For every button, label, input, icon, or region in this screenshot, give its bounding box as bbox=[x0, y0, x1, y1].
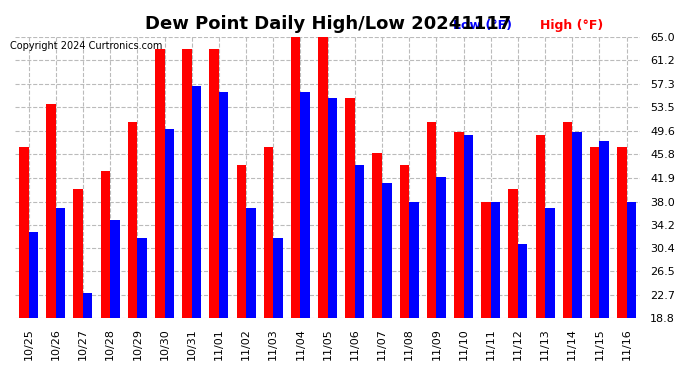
Bar bbox=[192, 86, 201, 375]
Bar bbox=[182, 50, 192, 375]
Bar bbox=[318, 38, 328, 375]
Bar bbox=[373, 153, 382, 375]
Bar bbox=[291, 38, 300, 375]
Bar bbox=[409, 201, 419, 375]
Bar bbox=[572, 132, 582, 375]
Bar bbox=[600, 141, 609, 375]
Bar bbox=[509, 189, 518, 375]
Bar bbox=[246, 208, 255, 375]
Bar bbox=[155, 50, 164, 375]
Bar bbox=[464, 135, 473, 375]
Bar bbox=[28, 232, 38, 375]
Bar bbox=[328, 98, 337, 375]
Bar bbox=[563, 123, 572, 375]
Bar bbox=[273, 238, 283, 375]
Bar bbox=[617, 147, 627, 375]
Bar bbox=[46, 104, 56, 375]
Bar bbox=[101, 171, 110, 375]
Bar bbox=[545, 208, 555, 375]
Bar bbox=[345, 98, 355, 375]
Bar bbox=[400, 165, 409, 375]
Bar bbox=[590, 147, 600, 375]
Bar bbox=[264, 147, 273, 375]
Bar bbox=[164, 129, 174, 375]
Text: High (°F): High (°F) bbox=[540, 19, 604, 32]
Bar bbox=[110, 220, 119, 375]
Text: Copyright 2024 Curtronics.com: Copyright 2024 Curtronics.com bbox=[10, 41, 163, 51]
Bar bbox=[491, 201, 500, 375]
Bar bbox=[56, 208, 66, 375]
Bar bbox=[627, 201, 636, 375]
Bar bbox=[518, 244, 527, 375]
Bar bbox=[237, 165, 246, 375]
Bar bbox=[73, 189, 83, 375]
Bar bbox=[535, 135, 545, 375]
Bar bbox=[454, 132, 464, 375]
Bar bbox=[436, 177, 446, 375]
Bar bbox=[427, 123, 436, 375]
Text: Low (°F): Low (°F) bbox=[453, 19, 512, 32]
Bar bbox=[219, 92, 228, 375]
Bar bbox=[19, 147, 28, 375]
Bar bbox=[209, 50, 219, 375]
Bar bbox=[355, 165, 364, 375]
Bar bbox=[83, 293, 92, 375]
Title: Dew Point Daily High/Low 20241117: Dew Point Daily High/Low 20241117 bbox=[144, 15, 511, 33]
Bar bbox=[137, 238, 147, 375]
Bar bbox=[382, 183, 391, 375]
Bar bbox=[481, 201, 491, 375]
Bar bbox=[300, 92, 310, 375]
Bar bbox=[128, 123, 137, 375]
